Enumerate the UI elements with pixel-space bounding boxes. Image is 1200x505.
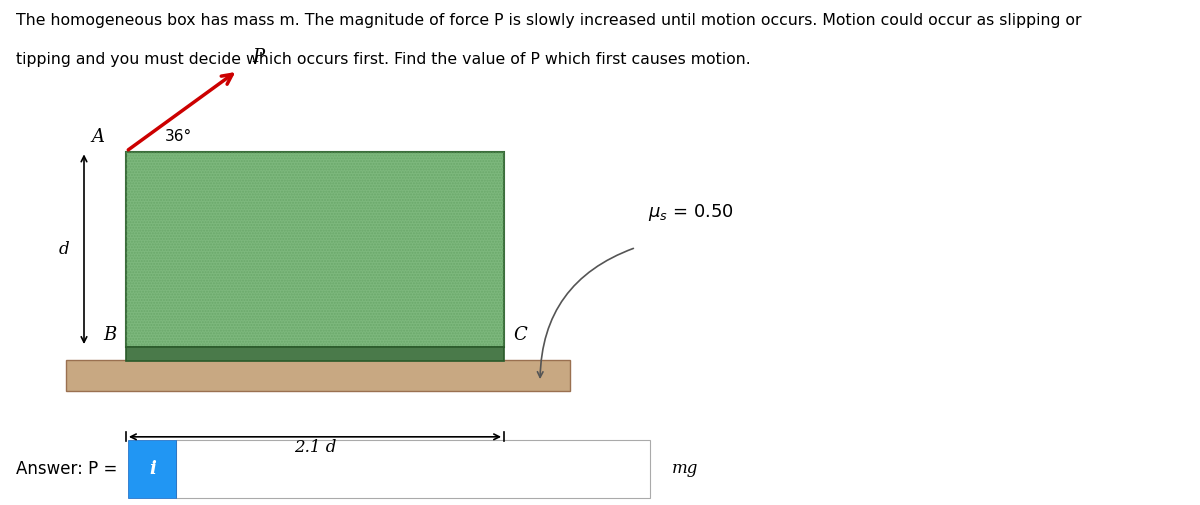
Bar xyxy=(128,439,176,498)
Text: A: A xyxy=(91,128,104,146)
Text: i: i xyxy=(149,460,156,478)
Bar xyxy=(126,152,504,347)
Text: mg: mg xyxy=(672,460,698,477)
Text: C: C xyxy=(514,326,527,344)
Bar xyxy=(126,152,504,347)
Text: d: d xyxy=(59,241,70,258)
Text: $\mu_s$ = 0.50: $\mu_s$ = 0.50 xyxy=(648,201,734,223)
Text: tipping and you must decide which occurs first. Find the value of P which first : tipping and you must decide which occurs… xyxy=(16,52,750,67)
Bar xyxy=(66,360,570,391)
Text: The homogeneous box has mass m. The magnitude of force P is slowly increased unt: The homogeneous box has mass m. The magn… xyxy=(16,13,1081,28)
Text: B: B xyxy=(103,326,116,344)
Text: 36°: 36° xyxy=(164,129,192,144)
Text: 2.1 d: 2.1 d xyxy=(294,439,336,457)
Text: P: P xyxy=(252,48,264,66)
Bar xyxy=(126,347,504,361)
Text: Answer: P =: Answer: P = xyxy=(16,460,116,478)
Bar xyxy=(176,439,650,498)
